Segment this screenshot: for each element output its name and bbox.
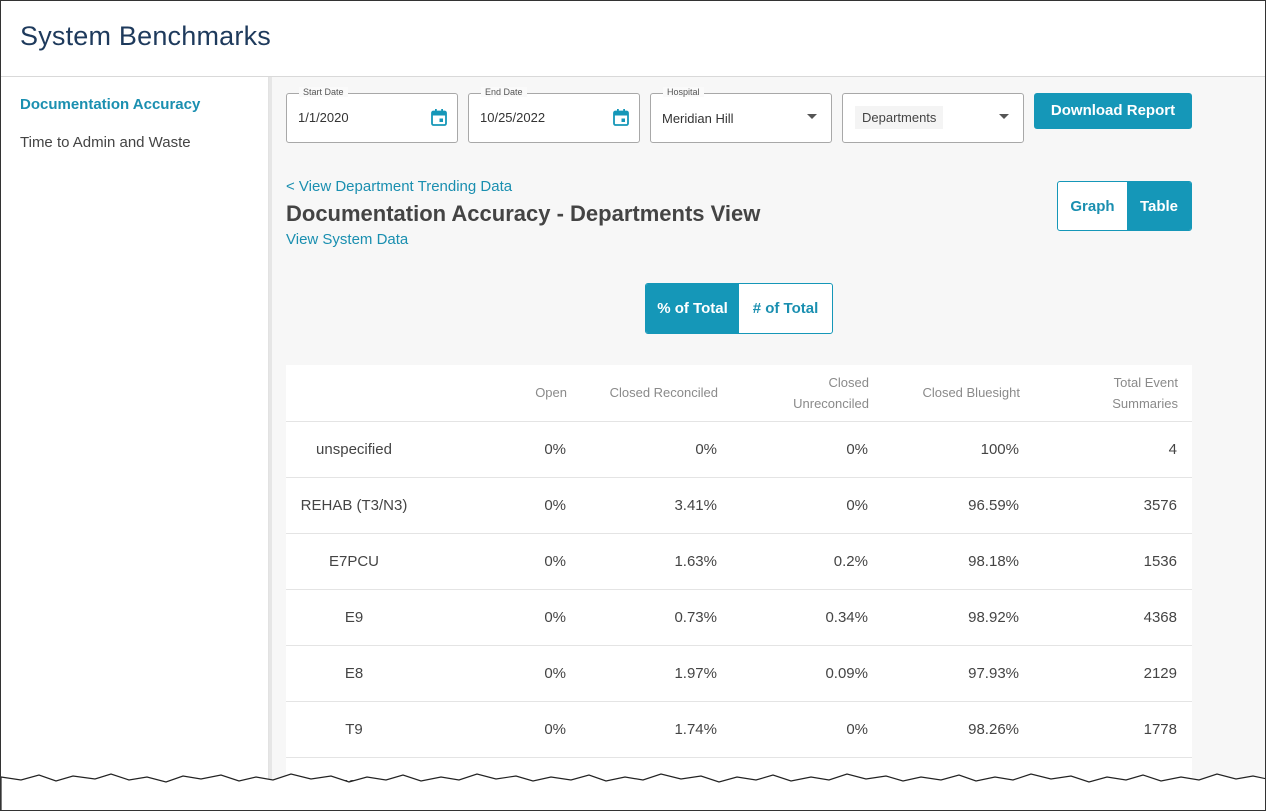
chevron-down-icon: [807, 114, 817, 119]
reconciled-cell: 0.73%: [581, 589, 732, 646]
reconciled-cell: 1.74%: [581, 701, 732, 758]
metric-toggle: % of Total # of Total: [645, 283, 833, 334]
unreconciled-cell: 0.34%: [732, 589, 883, 646]
total-cell: 4: [1034, 421, 1192, 478]
start-date-value: 1/1/2020: [298, 110, 349, 125]
view-department-trending-link[interactable]: < View Department Trending Data: [286, 178, 513, 195]
total-cell: 2129: [1034, 645, 1192, 702]
table-row[interactable]: unspecified 0% 0% 0% 100% 4: [286, 421, 1192, 478]
app-header: System Benchmarks: [1, 1, 1265, 77]
table-row[interactable]: E9 0% 0.73% 0.34% 98.92% 4368: [286, 589, 1192, 646]
column-header-department: [286, 365, 422, 422]
view-toggle: Graph Table: [1057, 181, 1192, 231]
open-cell: 0%: [422, 589, 581, 646]
column-header-text: Summaries: [1112, 395, 1178, 411]
count-of-total-button[interactable]: # of Total: [752, 300, 819, 317]
column-header-closed-bluesight[interactable]: Closed Bluesight: [883, 365, 1034, 422]
chevron-down-icon: [999, 114, 1009, 119]
open-cell: 0%: [422, 701, 581, 758]
table-row[interactable]: T9 0% 1.74% 0% 98.26% 1778: [286, 701, 1192, 758]
torn-edge-decoration: [1, 773, 1265, 810]
start-date-field[interactable]: Start Date 1/1/2020: [286, 87, 458, 143]
end-date-value: 10/25/2022: [480, 110, 546, 125]
page-header-title: System Benchmarks: [20, 21, 271, 51]
table-row[interactable]: E8 0% 1.97% 0.09% 97.93% 2129: [286, 645, 1192, 702]
end-date-field[interactable]: End Date 10/25/2022: [468, 87, 640, 143]
unreconciled-cell: 0.09%: [732, 645, 883, 702]
departments-value: Departments: [855, 106, 944, 129]
column-header-open[interactable]: Open: [422, 365, 581, 422]
open-cell: 0%: [422, 477, 581, 534]
reconciled-cell: 0%: [581, 421, 732, 478]
total-cell: 3576: [1034, 477, 1192, 534]
open-cell: 0%: [422, 421, 581, 478]
column-header-text: Closed: [828, 374, 869, 390]
hospital-select[interactable]: Hospital Meridian Hill: [650, 87, 832, 143]
start-date-label: Start Date: [299, 87, 348, 97]
bluesight-cell: 98.92%: [883, 589, 1034, 646]
sidebar: Documentation Accuracy Time to Admin and…: [1, 77, 269, 810]
open-cell: 0%: [422, 645, 581, 702]
reconciled-cell: 1.97%: [581, 645, 732, 702]
column-header-total-event-summaries[interactable]: Total Event Summaries: [1034, 365, 1192, 422]
main-content: Start Date 1/1/2020 End Date 10/25/2022: [269, 77, 1265, 810]
bluesight-cell: 96.59%: [883, 477, 1034, 534]
department-cell: REHAB (T3/N3): [286, 477, 422, 534]
total-cell: 4368: [1034, 589, 1192, 646]
total-cell: 1536: [1034, 533, 1192, 590]
end-date-label: End Date: [481, 87, 527, 97]
unreconciled-cell: 0%: [732, 701, 883, 758]
column-header-closed-unreconciled[interactable]: Closed Unreconciled: [732, 365, 883, 422]
page-title: Documentation Accuracy - Departments Vie…: [286, 201, 761, 226]
table-toggle-button[interactable]: Table: [1126, 182, 1191, 230]
download-report-button[interactable]: Download Report: [1034, 93, 1192, 129]
bluesight-cell: 98.26%: [883, 701, 1034, 758]
department-cell: T9: [286, 701, 422, 758]
reconciled-cell: 3.41%: [581, 477, 732, 534]
table-header-row: Open Closed Reconciled Closed Unreconcil…: [286, 365, 1192, 422]
view-system-data-link[interactable]: View System Data: [286, 231, 409, 248]
total-cell: 1778: [1034, 701, 1192, 758]
bluesight-cell: 98.18%: [883, 533, 1034, 590]
department-cell: E7PCU: [286, 533, 422, 590]
departments-table: Open Closed Reconciled Closed Unreconcil…: [286, 365, 1192, 810]
sidebar-item-documentation-accuracy[interactable]: Documentation Accuracy: [20, 96, 201, 113]
percent-of-total-button[interactable]: % of Total: [646, 284, 739, 333]
open-cell: 0%: [422, 533, 581, 590]
column-header-closed-reconciled[interactable]: Closed Reconciled: [581, 365, 732, 422]
reconciled-cell: 1.63%: [581, 533, 732, 590]
calendar-icon[interactable]: [431, 109, 447, 126]
department-cell: E8: [286, 645, 422, 702]
hospital-label: Hospital: [663, 87, 704, 97]
table-row[interactable]: E7PCU 0% 1.63% 0.2% 98.18% 1536: [286, 533, 1192, 590]
unreconciled-cell: 0%: [732, 477, 883, 534]
table-row[interactable]: REHAB (T3/N3) 0% 3.41% 0% 96.59% 3576: [286, 477, 1192, 534]
hospital-value: Meridian Hill: [662, 111, 734, 126]
sidebar-item-time-to-admin[interactable]: Time to Admin and Waste: [20, 134, 191, 151]
departments-select[interactable]: Departments: [842, 93, 1024, 143]
department-cell: unspecified: [286, 421, 422, 478]
department-cell: E9: [286, 589, 422, 646]
bluesight-cell: 97.93%: [883, 645, 1034, 702]
column-header-text: Total Event: [1113, 374, 1178, 390]
unreconciled-cell: 0%: [732, 421, 883, 478]
column-header-text: Unreconciled: [793, 395, 869, 411]
graph-toggle-button[interactable]: Graph: [1070, 197, 1115, 215]
calendar-icon[interactable]: [613, 109, 629, 126]
bluesight-cell: 100%: [883, 421, 1034, 478]
unreconciled-cell: 0.2%: [732, 533, 883, 590]
